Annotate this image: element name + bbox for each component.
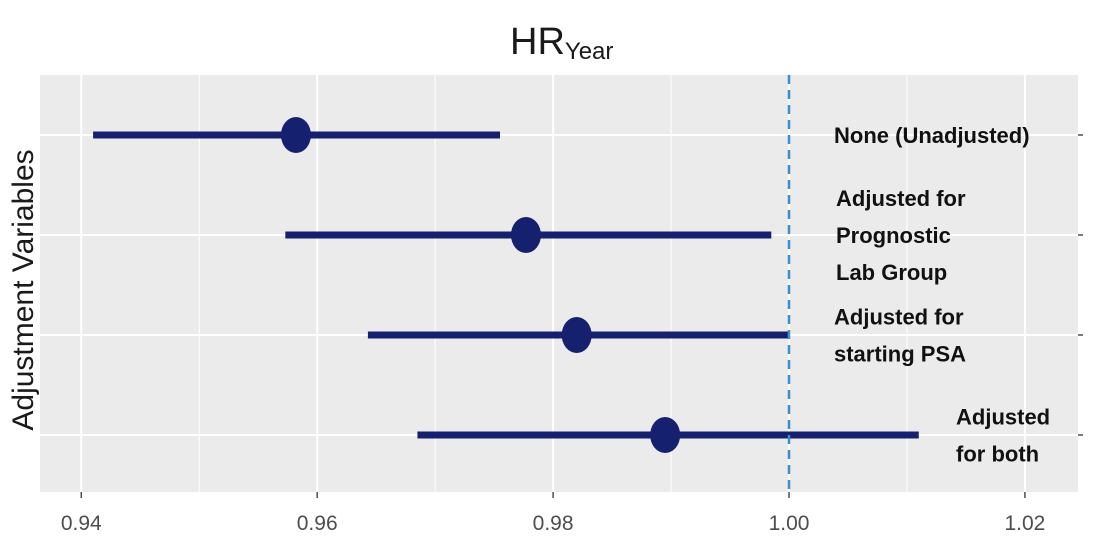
x-axis-ticks: 0.94 0.96 0.98 1.00 1.02 — [61, 134, 1083, 535]
point-estimate — [280, 117, 311, 153]
chart-title-main: HR — [510, 21, 565, 63]
y-axis-label: Adjustment Variables — [7, 149, 40, 430]
x-tick-label: 0.94 — [61, 512, 102, 535]
row-label-line: Adjusted for — [834, 305, 964, 330]
point-estimate — [650, 417, 681, 453]
row-label-line: Prognostic — [836, 223, 951, 248]
row-labels: None (Unadjusted) Adjusted for Prognostic L… — [834, 123, 1050, 467]
row-label-line: Adjusted for — [836, 186, 966, 211]
chart-title-subscript: Year — [565, 38, 614, 65]
x-tick-label: 0.96 — [297, 512, 338, 535]
estimate-rows — [93, 117, 919, 453]
row-label-line: Lab Group — [836, 260, 947, 285]
point-estimate — [510, 217, 541, 253]
x-tick-label: 1.00 — [769, 512, 810, 535]
row-label-line: None (Unadjusted) — [834, 123, 1030, 148]
chart-title: HRYear — [510, 21, 613, 65]
point-estimate — [561, 317, 592, 353]
row-label-line: Adjusted — [956, 405, 1050, 430]
x-tick-label: 0.98 — [533, 512, 574, 535]
row-label-line: for both — [956, 442, 1039, 467]
plot-panel — [40, 75, 1078, 492]
row-label-line: starting PSA — [834, 342, 966, 367]
x-tick-label: 1.02 — [1004, 512, 1045, 535]
